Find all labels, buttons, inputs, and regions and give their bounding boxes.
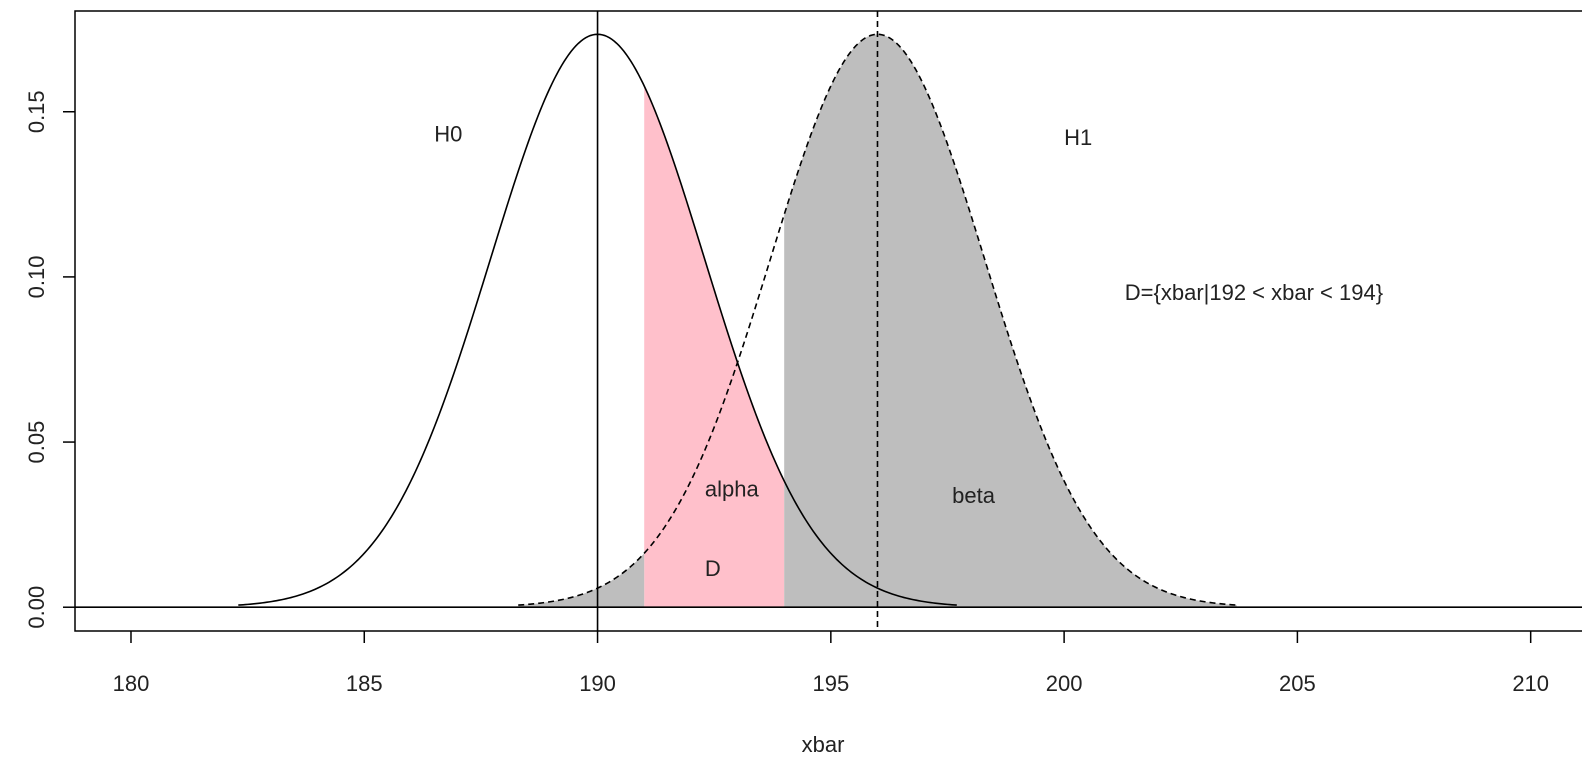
annotations: H0 H1 D={xbar|192 < xbar < 194} alpha beta D xyxy=(434,121,1383,580)
x-tick-label-180: 180 xyxy=(113,671,150,696)
x-tick-label-185: 185 xyxy=(346,671,383,696)
x-tick-label-210: 210 xyxy=(1512,671,1549,696)
annotation-alpha: alpha xyxy=(705,477,760,502)
reference-lines xyxy=(75,11,1582,631)
y-tick-label-0: 0.00 xyxy=(24,586,49,629)
annotation-d: D xyxy=(705,556,721,581)
plot-frame xyxy=(74,10,1582,632)
y-tick-label-0.15: 0.15 xyxy=(24,90,49,133)
y-tick-label-0.1: 0.10 xyxy=(24,255,49,298)
axis-tick-labels: 180 185 190 195 200 205 210 0.00 0.05 0.10 0.15 xyxy=(24,90,1549,696)
annotation-h1: H1 xyxy=(1064,125,1092,150)
x-tick-label-205: 205 xyxy=(1279,671,1316,696)
shaded-region-alpha-0 xyxy=(644,85,785,608)
shaded-regions xyxy=(518,34,1237,608)
shaded-region-beta-1 xyxy=(518,553,645,608)
axis-ticks xyxy=(63,110,1532,643)
y-tick-label-0.05: 0.05 xyxy=(24,421,49,464)
x-axis-label: xbar xyxy=(802,732,845,757)
x-tick-label-200: 200 xyxy=(1046,671,1083,696)
annotation-h0: H0 xyxy=(434,121,462,146)
x-tick-label-190: 190 xyxy=(579,671,616,696)
annotation-beta: beta xyxy=(952,483,996,508)
curve-h1 xyxy=(518,33,1237,606)
annotation-region: D={xbar|192 < xbar < 194} xyxy=(1125,280,1383,305)
shaded-region-beta-2 xyxy=(784,34,1237,608)
x-tick-label-195: 195 xyxy=(812,671,849,696)
